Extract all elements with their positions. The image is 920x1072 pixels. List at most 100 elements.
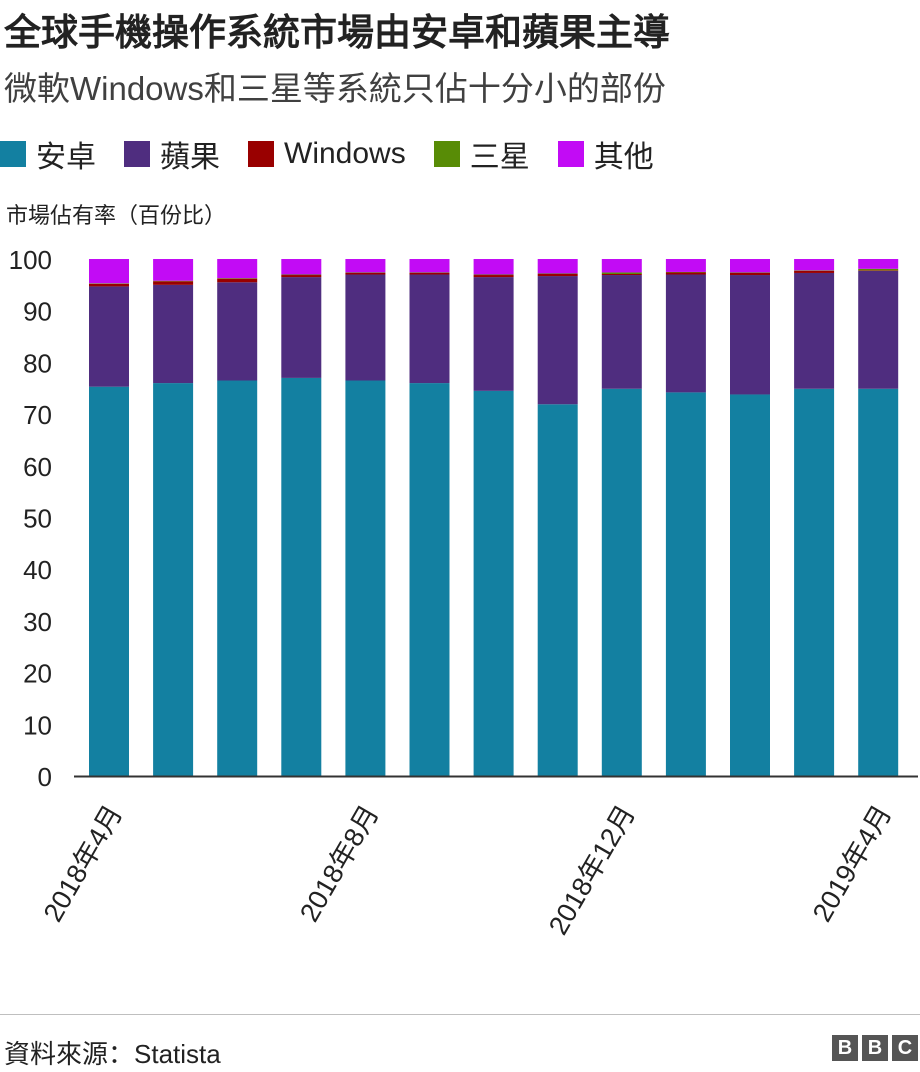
bar-segment-android xyxy=(537,404,578,776)
bar-segment-apple xyxy=(89,286,129,387)
y-axis-label: 市場佔有率（百份比） xyxy=(6,203,227,228)
bar-segment-apple xyxy=(281,277,322,378)
bar-segment-other xyxy=(794,259,835,271)
bar-segment-windows xyxy=(153,281,194,285)
bar-segment-samsung xyxy=(665,271,706,273)
y-tick-label: 20 xyxy=(23,659,52,689)
bar-segment-android xyxy=(89,386,129,776)
y-tick-label: 70 xyxy=(23,400,52,430)
bar-segment-apple xyxy=(409,274,450,384)
legend-item-android: 安卓 xyxy=(0,132,96,176)
chart-subtitle: 微軟Windows和三星等系統只佔十分小的部份 xyxy=(4,70,666,107)
legend-swatch-windows xyxy=(248,141,274,167)
bar-segment-android xyxy=(730,394,770,776)
legend-label-android: 安卓 xyxy=(36,141,96,174)
bar-segment-other xyxy=(409,259,450,273)
bar-segment-windows xyxy=(730,272,770,276)
bbc-logo-letter: B xyxy=(832,1035,858,1061)
stacked-bar-chart: 0 10 20 30 40 50 60 70 80 90 100 2018年4月 2018年8月 2018… xyxy=(9,245,918,940)
bar-segment-other xyxy=(858,259,899,269)
bar-segment-windows xyxy=(217,278,258,283)
bar-segment-apple xyxy=(794,272,835,389)
bar-segment-android xyxy=(217,380,258,776)
bar-segment-windows xyxy=(794,270,835,273)
bar-segment-android xyxy=(153,383,194,776)
bar-segment-other xyxy=(217,259,258,279)
y-tick-label: 100 xyxy=(9,245,52,275)
bar-segment-android xyxy=(858,388,899,776)
bar-segment-android xyxy=(281,377,322,776)
y-tick-label: 60 xyxy=(23,452,52,482)
bar-segment-other xyxy=(537,259,578,274)
y-tick-label: 50 xyxy=(23,504,52,534)
bar-segment-windows xyxy=(537,273,578,277)
bar-segment-samsung xyxy=(794,270,835,271)
legend: 安卓 蘋果 Windows 三星 其他 xyxy=(0,134,682,174)
legend-label-samsung: 三星 xyxy=(469,141,530,174)
x-tick-label: 2018年8月 xyxy=(294,800,385,927)
bar-segment-other xyxy=(345,259,386,273)
bar-segment-android xyxy=(345,380,386,776)
bar-segment-apple xyxy=(217,282,258,381)
y-tick-label: 40 xyxy=(23,555,52,585)
bar-segment-windows xyxy=(409,272,450,275)
bar-segment-apple xyxy=(730,275,770,395)
bar-segment-windows xyxy=(345,272,386,275)
bar-segment-other xyxy=(601,259,642,273)
bar-segment-android xyxy=(601,388,642,776)
bbc-logo: B B C xyxy=(828,1035,918,1061)
bar-segment-windows xyxy=(858,270,899,271)
legend-item-windows: Windows xyxy=(248,137,406,171)
legend-label-windows: Windows xyxy=(284,137,406,170)
bar-segment-android xyxy=(409,383,450,776)
bar-segment-apple xyxy=(537,276,578,405)
legend-label-other: 其他 xyxy=(593,141,654,174)
bar-segment-samsung xyxy=(537,273,578,274)
legend-swatch-apple xyxy=(124,141,150,167)
bar-segment-other xyxy=(473,259,514,275)
bar-segment-samsung xyxy=(153,280,194,282)
bar-segment-windows xyxy=(281,275,322,278)
bar-segment-windows xyxy=(665,272,706,275)
bar-segment-samsung xyxy=(409,272,450,273)
bar-segment-samsung xyxy=(473,274,514,276)
legend-swatch-other xyxy=(557,141,584,167)
y-tick-label: 10 xyxy=(23,710,52,740)
bbc-logo-letter: B xyxy=(862,1035,888,1061)
legend-item-apple: 蘋果 xyxy=(124,132,220,176)
x-tick-label: 2019年4月 xyxy=(807,800,898,927)
source-note: 資料來源：Statista xyxy=(4,1039,221,1069)
bar-segment-samsung xyxy=(601,272,642,274)
footer-divider xyxy=(0,1014,920,1015)
bar-segment-samsung xyxy=(89,283,129,284)
bar-segment-windows xyxy=(601,273,642,276)
bar-segment-samsung xyxy=(730,272,770,273)
bar-segment-apple xyxy=(153,284,194,384)
legend-swatch-samsung xyxy=(433,141,460,167)
bar-segment-samsung xyxy=(345,272,386,273)
legend-item-samsung: 三星 xyxy=(433,132,530,176)
bar-segment-apple xyxy=(345,274,386,381)
bar-segment-windows xyxy=(473,275,514,278)
bar-segment-other xyxy=(89,259,129,284)
bar-segment-other xyxy=(730,259,770,273)
x-tick-label: 2018年4月 xyxy=(38,800,129,927)
bar-segment-apple xyxy=(665,274,706,393)
legend-swatch-android xyxy=(0,141,26,167)
bar-segment-android xyxy=(473,390,514,776)
bar-segment-android xyxy=(665,392,706,776)
chart-title: 全球手機操作系統市場由安卓和蘋果主導 xyxy=(4,12,670,53)
bar-segment-windows xyxy=(89,283,129,287)
bar-segment-other xyxy=(281,259,322,275)
bar-segment-apple xyxy=(858,270,899,389)
y-tick-label: 90 xyxy=(23,297,52,327)
bar-segment-samsung xyxy=(281,274,322,276)
y-tick-label: 80 xyxy=(23,348,52,378)
bar-segment-apple xyxy=(473,277,514,391)
y-tick-label: 0 xyxy=(38,762,52,792)
y-tick-label: 30 xyxy=(23,607,52,637)
bar-segment-samsung xyxy=(858,268,899,271)
legend-label-apple: 蘋果 xyxy=(160,141,220,174)
x-tick-label: 2018年12月 xyxy=(543,800,641,940)
bbc-logo-letter: C xyxy=(892,1035,918,1061)
